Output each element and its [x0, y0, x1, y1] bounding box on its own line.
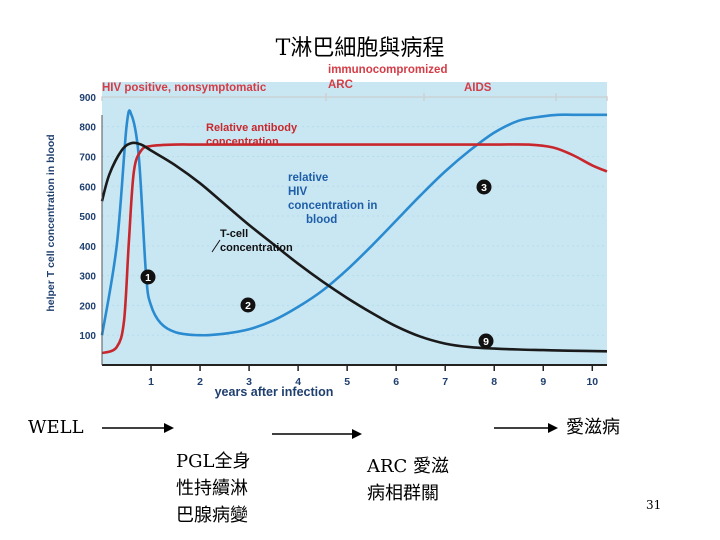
arrow-3	[494, 423, 558, 433]
marker-circle	[476, 179, 492, 195]
y-tick-label: 500	[79, 212, 96, 223]
arrow-2	[272, 429, 362, 439]
x-tick-label: 2	[197, 376, 203, 388]
tcell-pointer	[211, 239, 221, 253]
markers: 1 2 3 9	[140, 179, 494, 349]
y-axis-label: helper T cell concentration in blood	[45, 134, 57, 311]
x-tick-label: 4	[295, 376, 301, 388]
slide-title: T淋巴細胞與病程	[275, 36, 445, 61]
annotation-antibody-line1: Relative antibody	[206, 122, 298, 134]
phase-label-hiv-positive: HIV positive, nonsymptomatic	[102, 82, 267, 94]
x-tick-label: 3	[246, 376, 252, 388]
y-tick-label: 300	[79, 272, 96, 283]
marker-9: 9	[478, 333, 494, 349]
y-tick-label: 700	[79, 152, 96, 163]
stage-pgl: PGL全身 性持續淋 巴腺病變	[176, 421, 250, 529]
marker-label: 2	[245, 300, 251, 312]
marker-circle	[240, 297, 256, 313]
annotation-hiv-line4: blood	[306, 214, 337, 226]
x-axis-label: years after infection	[215, 385, 334, 399]
y-tick-label: 100	[79, 331, 96, 342]
annotation-tcell-line2: concentration	[220, 242, 293, 254]
annotation-hiv-line1: relative	[288, 172, 328, 184]
marker-3: 3	[476, 179, 492, 195]
page-number: 31	[646, 498, 662, 512]
annotation-hiv-line2: HIV	[288, 186, 308, 198]
y-tick-label: 600	[79, 182, 96, 193]
x-tick-label: 10	[586, 376, 598, 388]
figure: HIV positive, nonsymptomatic immunocompr…	[36, 55, 616, 405]
x-tick-label: 5	[344, 376, 350, 388]
stage-arc: ARC 愛滋 病相群關	[367, 426, 449, 507]
y-ticks: 100 200 300 400 500 600 700 800 900	[79, 93, 96, 342]
stage-well-label: WELL	[28, 417, 84, 438]
y-tick-label: 400	[79, 242, 96, 253]
y-tick-label: 900	[79, 93, 96, 104]
marker-circle	[140, 269, 156, 285]
plot-background	[102, 82, 607, 365]
marker-2: 2	[240, 297, 256, 313]
marker-label: 1	[145, 272, 151, 284]
y-tick-label: 200	[79, 301, 96, 312]
stage-aids-label: 愛滋病	[566, 417, 620, 438]
marker-label: 3	[481, 182, 487, 194]
stage-aids: 愛滋病	[566, 414, 620, 441]
annotation-tcell: T-cell concentration	[211, 228, 293, 254]
series-lines	[100, 109, 608, 355]
phase-bracket-line	[101, 96, 608, 101]
x-ticks: 1 2 3 4 5 6 7 8 9 10	[148, 365, 598, 388]
phase-label-arc: ARC	[328, 79, 353, 91]
y-tick-label: 800	[79, 123, 96, 134]
marker-1: 1	[140, 269, 156, 285]
marker-label: 9	[483, 336, 489, 348]
series-line-hiv	[100, 109, 607, 337]
x-tick-label: 6	[393, 376, 399, 388]
x-tick-label: 1	[148, 376, 154, 388]
annotation-antibody: Relative antibody concentration	[206, 122, 298, 148]
series-line-tcell	[100, 141, 608, 353]
x-tick-label: 7	[442, 376, 448, 388]
x-tick-label: 9	[540, 376, 546, 388]
arrow-1	[102, 423, 174, 433]
series-line-antibody	[101, 143, 608, 355]
annotation-tcell-line1: T-cell	[220, 228, 248, 240]
phase-label-aids: AIDS	[464, 82, 492, 94]
annotation-hiv-line3: concentration in	[288, 200, 377, 212]
chart: HIV positive, nonsymptomatic immunocompr…	[45, 64, 608, 399]
marker-circle	[478, 333, 494, 349]
annotation-hiv: relative HIV concentration in blood	[288, 172, 377, 226]
stage-well: WELL	[28, 414, 84, 441]
annotation-antibody-line2: concentration	[206, 136, 279, 148]
stage-pgl-label: PGL全身 性持續淋 巴腺病變	[176, 451, 251, 526]
x-tick-label: 8	[491, 376, 497, 388]
grid	[102, 96, 607, 336]
stage-arc-label: ARC 愛滋 病相群關	[367, 456, 450, 504]
phase-label-immuno: immunocompromized	[328, 64, 447, 76]
